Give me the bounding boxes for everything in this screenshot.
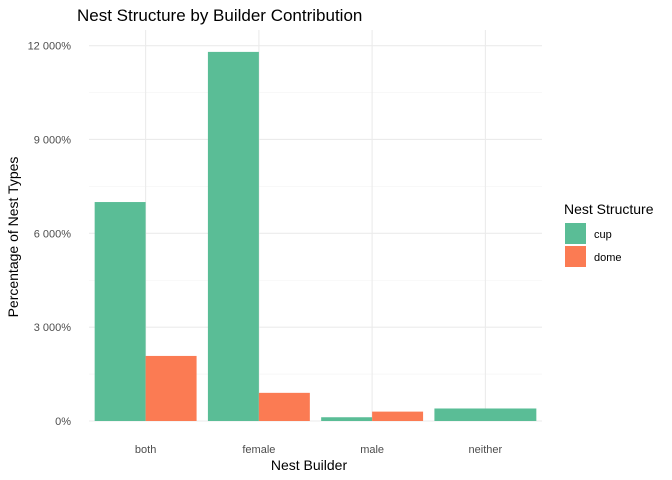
bar-dome-female — [258, 392, 310, 421]
bar-cup-female — [207, 51, 259, 422]
bar-dome-both — [145, 355, 197, 421]
y-tick-labels: 0% 3 000% 6 000% 9 000% 12 000% — [28, 41, 72, 428]
x-tick-labels: both female male neither — [135, 444, 503, 456]
bar-cup-neither — [434, 408, 537, 421]
legend-label-cup: cup — [594, 229, 612, 241]
y-tick-label: 9 000% — [34, 134, 72, 146]
legend-label-dome: dome — [594, 252, 622, 264]
bar-cup-male — [321, 417, 373, 421]
legend-key-cup — [565, 223, 586, 244]
x-tick-label: male — [360, 444, 384, 456]
y-tick-label: 12 000% — [28, 41, 72, 53]
y-tick-label: 6 000% — [34, 228, 72, 240]
legend-title: Nest Structure — [564, 201, 654, 217]
legend-items: cup dome — [565, 223, 622, 267]
chart-title: Nest Structure by Builder Contribution — [77, 6, 362, 25]
x-tick-label: both — [135, 444, 156, 456]
bars — [94, 51, 537, 422]
y-axis-title: Percentage of Nest Types — [5, 157, 21, 318]
bar-cup-both — [94, 202, 146, 421]
x-tick-label: female — [242, 444, 275, 456]
y-tick-label: 3 000% — [34, 322, 72, 334]
x-axis-title: Nest Builder — [271, 457, 348, 473]
legend: Nest Structure cup dome — [564, 201, 654, 267]
legend-key-dome — [565, 246, 586, 267]
x-tick-label: neither — [469, 444, 503, 456]
y-tick-label: 0% — [55, 416, 71, 428]
bar-dome-male — [372, 411, 424, 421]
